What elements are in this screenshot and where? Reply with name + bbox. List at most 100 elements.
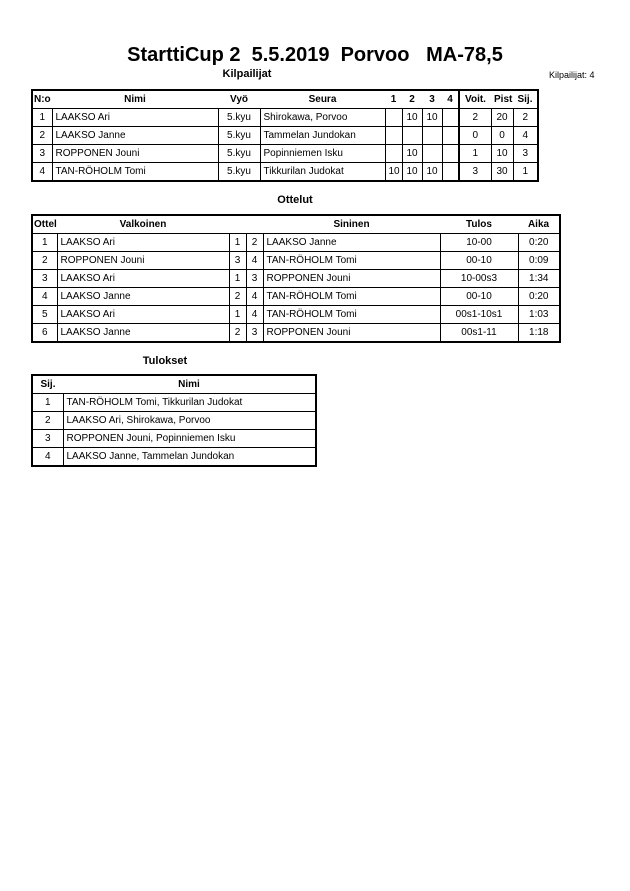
table-cell: TAN-RÖHOLM Tomi, Tikkurilan Judokat (62, 393, 317, 412)
table-cell: TAN-RÖHOLM Tomi (51, 162, 219, 182)
table-cell: 00s1-11 (439, 323, 519, 343)
table-cell: 10 (401, 108, 423, 127)
table-cell: 0 (490, 126, 514, 145)
table-cell (421, 144, 443, 163)
table-cell: 0 (458, 126, 492, 145)
column-header: 2 (409, 94, 415, 105)
table-cell: 1 (31, 108, 53, 127)
table-cell: 3 (512, 144, 539, 163)
table-cell: LAAKSO Ari, Shirokawa, Porvoo (62, 411, 317, 430)
header-row: Sij. Nimi (32, 375, 316, 394)
table-cell (441, 108, 460, 127)
table-cell (441, 162, 460, 182)
table-cell: 1 (31, 393, 64, 412)
header-row: N:o Nimi Vyö Seura 1 2 3 4 Voit.Pist. Sij. (32, 90, 538, 109)
table-cell: 2 (458, 108, 492, 127)
table-cell: LAAKSO Janne, Tammelan Jundokan (62, 447, 317, 467)
table-cell: 3 (458, 162, 492, 182)
table-cell: LAAKSO Ari (56, 305, 230, 324)
table-cell: ROPPONEN Jouni (262, 269, 441, 288)
column-header: Pist. (494, 94, 513, 105)
table-row: 3 ROPPONEN Jouni 5.kyu Popinniemen Isku 10 1 1… (31, 144, 539, 163)
table-cell: 4 (31, 447, 64, 467)
table-cell: 10-00 (439, 233, 519, 252)
column-header: 1 (390, 94, 397, 105)
table-cell: 10 (401, 144, 423, 163)
table-cell: 3 (228, 251, 247, 270)
table-cell: LAAKSO Ari (56, 233, 230, 252)
table-cell: ROPPONEN Jouni, Popinniemen Isku (62, 429, 317, 448)
table-row: 2 LAAKSO Ari, Shirokawa, Porvoo (31, 411, 317, 430)
table-cell: 5.kyu (217, 144, 261, 163)
table-cell: 10-00s3 (439, 269, 519, 288)
table-row: 2 LAAKSO Janne 5.kyu Tammelan Jundokan 0 0 4 (31, 126, 539, 145)
table-cell: ROPPONEN Jouni (56, 251, 230, 270)
table-cell: 0:20 (517, 287, 561, 306)
table-cell: TAN-RÖHOLM Tomi (262, 251, 441, 270)
table-cell: 4 (31, 287, 58, 306)
table-cell: 5.kyu (217, 162, 261, 182)
table-cell: 2 (228, 323, 247, 343)
column-header: Sij. (40, 379, 56, 390)
column-header: Aika (527, 219, 550, 230)
table-cell: 6 (31, 323, 58, 343)
table-cell: TAN-RÖHOLM Tomi (262, 305, 441, 324)
table-cell: Tammelan Jundokan (259, 126, 386, 145)
table-cell: 30 (490, 162, 514, 182)
matches-heading: Ottelut (277, 194, 313, 206)
column-header (229, 215, 246, 234)
table-cell (401, 126, 423, 145)
column-header (246, 215, 263, 234)
table-row: 1 LAAKSO Ari 5.kyu Shirokawa, Porvoo 10 10 2 20… (31, 108, 539, 127)
table-cell: ROPPONEN Jouni (262, 323, 441, 343)
table-cell: 2 (512, 108, 539, 127)
table-cell: 2 (31, 251, 58, 270)
column-header: Nimi (178, 379, 200, 390)
table-cell: 2 (228, 287, 247, 306)
table-row: 2 ROPPONEN Jouni 3 4 TAN-RÖHOLM Tomi 00-10 0:0… (31, 251, 561, 270)
column-header: Valkoinen (119, 219, 167, 230)
table-cell: 10 (421, 108, 443, 127)
column-header: Nimi (124, 94, 146, 105)
table-cell: ROPPONEN Jouni (51, 144, 219, 163)
table-cell: 1 (31, 233, 58, 252)
table-cell: Popinniemen Isku (259, 144, 386, 163)
table-cell: 2 (31, 411, 64, 430)
table-cell: 10 (490, 144, 514, 163)
column-header: 4 (447, 94, 453, 105)
column-header: N:o (34, 94, 51, 105)
table-cell: 3 (31, 144, 53, 163)
table-cell: 00-10 (439, 287, 519, 306)
table-cell: 4 (31, 162, 53, 182)
table-cell: 4 (245, 251, 264, 270)
table-cell: LAAKSO Janne (51, 126, 219, 145)
column-header: Tulos (466, 219, 492, 230)
table-cell: LAAKSO Ari (51, 108, 219, 127)
table-row: 4 TAN-RÖHOLM Tomi 5.kyu Tikkurilan Judokat 1… (31, 162, 539, 182)
table-row: 5 LAAKSO Ari 1 4 TAN-RÖHOLM Tomi 00s1-10s1 1:0… (31, 305, 561, 324)
competitors-table: N:oNimiVyöSeura1234Voit.Pist.Sij.1LAAKSO… (31, 89, 539, 182)
table-cell: 4 (245, 287, 264, 306)
matches-table: OtteluValkoinenSininenTulosAika1LAAKSO A… (31, 214, 561, 343)
table-row: 1 LAAKSO Ari 1 2 LAAKSO Janne 10-00 0:20 (31, 233, 561, 252)
table-cell: LAAKSO Janne (56, 287, 230, 306)
table-cell: LAAKSO Ari (56, 269, 230, 288)
table-cell: 0:09 (517, 251, 561, 270)
table-cell (441, 126, 460, 145)
table-cell: 10 (421, 162, 443, 182)
table-cell: 1 (228, 269, 247, 288)
column-header: Sij. (517, 94, 533, 105)
table-cell: 1 (228, 233, 247, 252)
table-cell: 2 (31, 126, 53, 145)
table-cell: 1 (512, 162, 539, 182)
table-cell: 4 (512, 126, 539, 145)
column-header: 3 (429, 94, 435, 105)
results-heading: Tulokset (142, 355, 188, 367)
column-header: Seura (308, 94, 337, 105)
table-cell: 0:20 (517, 233, 561, 252)
table-row: 1 TAN-RÖHOLM Tomi, Tikkurilan Judokat (31, 393, 317, 412)
table-cell: 3 (245, 323, 264, 343)
table-row: 4 LAAKSO Janne 2 4 TAN-RÖHOLM Tomi 00-10 0:20 (31, 287, 561, 306)
table-cell: 00-10 (439, 251, 519, 270)
table-cell: 1 (228, 305, 247, 324)
